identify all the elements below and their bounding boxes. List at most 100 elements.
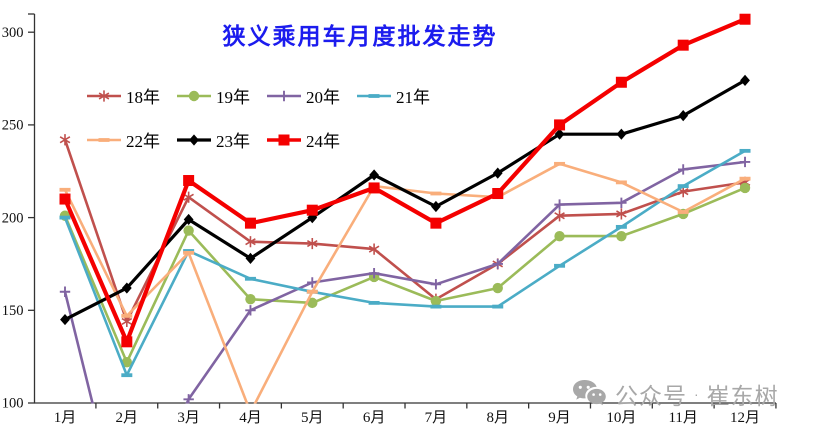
- marker-diamond: [616, 128, 627, 140]
- x-tick-label: 7月: [425, 410, 448, 426]
- marker-circle: [307, 297, 318, 309]
- marker-square: [306, 204, 318, 216]
- legend-label-20年: 20年: [306, 88, 340, 107]
- marker-circle: [430, 295, 442, 307]
- marker-square: [59, 193, 71, 205]
- y-tick-label: 250: [2, 118, 24, 134]
- legend-row-2: 22年 23年 24年: [85, 127, 355, 152]
- marker-star: [616, 208, 627, 220]
- legend-item-19年: 19年: [175, 83, 265, 108]
- marker-square: [739, 13, 751, 25]
- series-line-23年: [63, 78, 747, 322]
- marker-dash: [554, 263, 566, 268]
- series-line-18年: [63, 138, 747, 323]
- x-tick-label: 1月: [54, 410, 77, 426]
- marker-dash: [492, 304, 504, 309]
- series-24年: [59, 13, 751, 348]
- legend-label-21年: 21年: [396, 88, 430, 107]
- x-tick-label: 12月: [730, 410, 760, 426]
- legend-row-1: 18年 19年 20年 21年: [85, 83, 445, 108]
- watermark: 公众号 · 崔东树: [572, 377, 779, 411]
- legend-swatch-24年: [267, 134, 301, 145]
- marker-circle: [245, 293, 256, 305]
- marker-diamond: [678, 110, 689, 122]
- legend-item-21年: 21年: [355, 83, 445, 108]
- legend-label-22年: 22年: [126, 132, 160, 151]
- marker-dash: [554, 161, 566, 166]
- marker-dash: [59, 215, 71, 220]
- legend-swatch-22年: [87, 137, 121, 142]
- marker-diamond: [740, 74, 750, 87]
- marker-diamond: [189, 133, 199, 146]
- marker-dash: [615, 224, 627, 229]
- marker-plus: [368, 268, 380, 279]
- marker-plus: [678, 164, 689, 175]
- series-line-21年: [63, 149, 747, 377]
- marker-diamond: [554, 128, 565, 140]
- marker-plus: [307, 277, 318, 288]
- legend-swatch-21年: [357, 93, 391, 98]
- marker-dash: [59, 187, 71, 192]
- legend-item-18年: 18年: [85, 83, 175, 108]
- marker-dash: [739, 176, 751, 181]
- marker-star: [183, 191, 194, 203]
- series-21年: [59, 148, 751, 378]
- series-line-20年: [63, 160, 747, 404]
- x-tick-label: 10月: [606, 410, 636, 426]
- watermark-separator: ·: [694, 386, 700, 402]
- y-tick-label: 300: [2, 25, 24, 41]
- legend-item-20年: 20年: [265, 83, 355, 108]
- marker-square: [278, 134, 290, 145]
- marker-star: [368, 243, 380, 255]
- marker-star: [98, 89, 110, 102]
- legend-item-24年: 24年: [265, 127, 355, 152]
- legend-label-19年: 19年: [216, 88, 250, 107]
- marker-square: [615, 76, 627, 88]
- marker-star: [59, 134, 71, 146]
- marker-circle: [121, 357, 133, 368]
- chart-title: 狭义乘用车月度批发走势: [222, 23, 498, 49]
- legend-label-18年: 18年: [126, 88, 160, 107]
- legend-item-23年: 23年: [175, 127, 265, 152]
- x-tick-label: 2月: [116, 410, 139, 426]
- marker-square: [430, 217, 442, 229]
- legend-swatch-19年: [177, 90, 211, 101]
- wechat-icon: [573, 380, 606, 406]
- marker-circle: [183, 225, 194, 236]
- axes: [28, 13, 777, 409]
- marker-dash: [368, 93, 380, 98]
- marker-square: [677, 39, 689, 51]
- marker-diamond: [431, 200, 441, 213]
- legend-label-24年: 24年: [306, 132, 340, 151]
- marker-diamond: [369, 169, 379, 181]
- marker-dash: [430, 304, 442, 309]
- marker-star: [306, 237, 318, 250]
- axis-labels: 100 150 200 250 300 1月 2月 3月 4月 5月 6月 7月 8月 9月 10月 11月 1…: [2, 25, 760, 426]
- marker-square: [244, 217, 256, 229]
- y-tick-label: 150: [2, 303, 24, 319]
- x-tick-label: 5月: [301, 410, 324, 426]
- y-tick-label: 100: [2, 396, 24, 412]
- series-23年: [60, 74, 750, 326]
- x-tick-label: 4月: [239, 410, 262, 426]
- y-tick-label: 200: [2, 210, 24, 226]
- marker-plus: [430, 279, 442, 290]
- legend-item-22年: 22年: [85, 127, 175, 152]
- marker-plus: [183, 394, 194, 404]
- watermark-text-right: 崔东树: [706, 383, 779, 409]
- marker-dash: [677, 184, 689, 188]
- x-tick-label: 6月: [363, 410, 386, 426]
- marker-dash: [244, 276, 256, 281]
- marker-dash: [739, 148, 751, 153]
- marker-square: [121, 336, 133, 348]
- x-tick-label: 3月: [177, 410, 200, 426]
- marker-square: [368, 182, 380, 194]
- marker-dash: [368, 300, 380, 305]
- marker-plus: [59, 286, 71, 297]
- marker-circle: [616, 230, 627, 242]
- marker-star: [554, 210, 565, 222]
- series-20年: [59, 156, 751, 404]
- x-tick-label: 8月: [486, 410, 509, 426]
- marker-circle: [554, 230, 565, 242]
